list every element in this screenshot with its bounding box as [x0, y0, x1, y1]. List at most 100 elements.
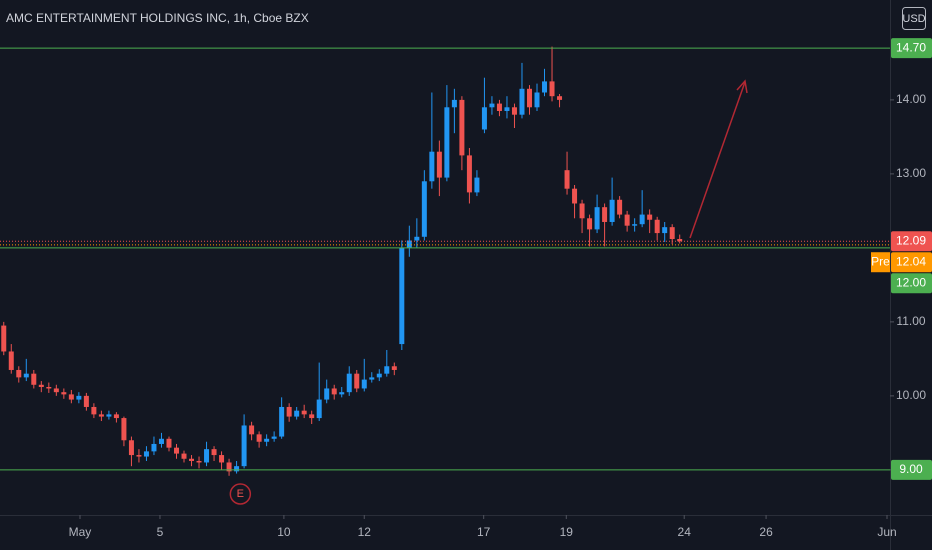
y-tick-label: 13.00	[896, 166, 926, 180]
candle-body	[53, 388, 59, 393]
candle-body	[106, 414, 112, 417]
candle-body	[647, 214, 653, 220]
event-marker	[229, 483, 252, 505]
x-tick-label: 26	[759, 525, 773, 539]
candle-body	[414, 236, 420, 241]
candle-body	[632, 224, 638, 226]
y-tick-label: 10.00	[896, 388, 926, 402]
candle-body	[662, 227, 668, 234]
candle-body	[557, 96, 563, 100]
candle-body	[587, 218, 593, 230]
candle-body	[489, 103, 495, 108]
candle-body	[339, 392, 345, 395]
trend-arrow	[689, 79, 748, 239]
y-tick-label: 11.00	[896, 314, 925, 328]
chart-title: AMC ENTERTAINMENT HOLDINGS INC, 1h, Cboe…	[6, 11, 309, 25]
candle-body	[496, 103, 502, 111]
candle-body	[504, 107, 510, 111]
candle-body	[399, 247, 405, 345]
candle-body	[459, 99, 465, 156]
candle-body	[279, 406, 285, 437]
candle-body	[204, 449, 210, 463]
currency-label[interactable]: USD	[902, 13, 925, 25]
candle-body	[436, 151, 442, 178]
arrow-head	[736, 79, 748, 94]
candle-body	[31, 373, 37, 385]
candle-body	[241, 425, 247, 467]
currency-button[interactable]	[902, 7, 926, 30]
candle-body	[579, 203, 585, 219]
price-label-box	[891, 273, 932, 294]
price-label: 14.70	[896, 40, 926, 54]
candle-body	[98, 414, 104, 417]
price-label: 12.09	[896, 233, 926, 247]
candle-body	[113, 414, 119, 419]
candle-body	[677, 239, 683, 242]
candle-body	[249, 425, 255, 435]
candle-body	[331, 388, 337, 395]
candle-body	[219, 455, 225, 463]
candle-body	[549, 81, 555, 97]
candle-body	[481, 107, 487, 130]
candle-body	[173, 447, 179, 454]
candle-body	[23, 373, 29, 378]
candle-body	[444, 107, 450, 178]
price-label-box	[891, 252, 932, 273]
candle-body	[421, 181, 427, 237]
candle-body	[309, 414, 315, 419]
candle-body	[8, 351, 14, 370]
candle-body	[256, 434, 262, 442]
candle-body	[166, 438, 172, 448]
candle-body	[361, 379, 367, 389]
candle-body	[128, 440, 134, 456]
candle-body	[271, 436, 277, 439]
x-tick-label: 10	[277, 525, 291, 539]
candle-body	[639, 214, 645, 225]
candle-body	[46, 386, 52, 389]
candle-body	[211, 449, 217, 456]
candle-body	[376, 373, 382, 378]
price-label: 12.04	[896, 254, 926, 268]
candle-body	[369, 377, 375, 380]
candle-body	[83, 395, 89, 407]
candle-body	[354, 373, 360, 389]
x-tick-label: 17	[477, 525, 491, 539]
candle-body	[301, 410, 307, 415]
x-tick-label: Jun	[877, 525, 896, 539]
candle-body	[534, 92, 540, 108]
candle-body	[294, 410, 300, 417]
candle-body	[16, 369, 22, 378]
plot-area: E	[0, 46, 890, 505]
candle-body	[451, 99, 457, 108]
candle-body	[121, 418, 127, 441]
price-label-box	[891, 459, 932, 480]
x-tick-label: 24	[678, 525, 692, 539]
candle-body	[196, 460, 202, 463]
candle-body	[286, 406, 292, 417]
candle-body	[1, 325, 7, 352]
candle-body	[316, 399, 322, 419]
candle-body	[189, 458, 195, 461]
candle-body	[572, 188, 578, 204]
candle-body	[429, 151, 435, 182]
candle-body	[91, 406, 97, 415]
pre-tag: Pre	[871, 254, 890, 268]
candle-body	[609, 199, 615, 222]
candle-body	[602, 207, 608, 222]
candle-body	[466, 155, 472, 193]
price-label-box	[891, 231, 932, 252]
x-tick-label: 5	[157, 525, 164, 539]
candle-body	[542, 81, 548, 93]
x-tick-label: 12	[358, 525, 372, 539]
candle-body	[324, 388, 330, 400]
candle-body	[654, 219, 660, 234]
candle-body	[151, 443, 157, 452]
candle-body	[594, 207, 600, 230]
candle-body	[511, 107, 517, 115]
candle-body	[669, 227, 675, 240]
price-label: 9.00	[899, 462, 923, 476]
candle-body	[38, 384, 44, 387]
candle-body	[624, 214, 630, 226]
